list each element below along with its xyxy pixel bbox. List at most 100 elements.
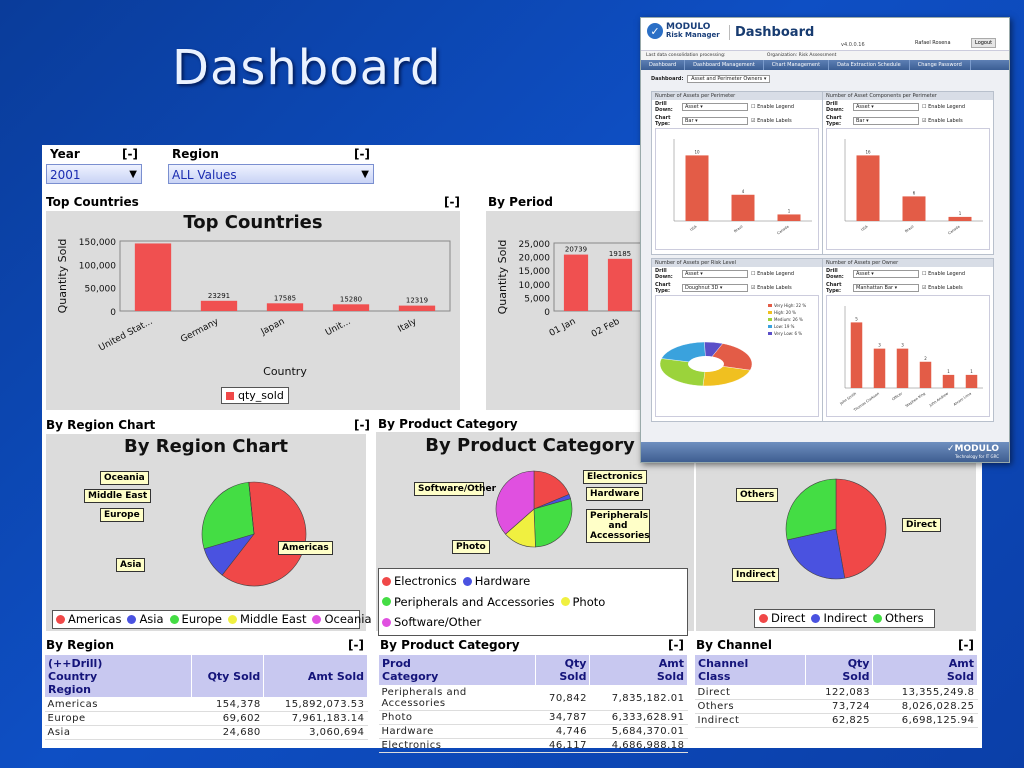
user-name: Rafael Rosena bbox=[915, 40, 951, 46]
y-tick-label: 0 bbox=[110, 308, 116, 318]
top-countries-collapse-toggle[interactable]: [-] bbox=[444, 195, 460, 209]
chart-type-select[interactable]: Bar ▾ bbox=[682, 117, 748, 125]
legend-label: Photo bbox=[572, 594, 606, 609]
drill-down-select[interactable]: Asset ▾ bbox=[853, 103, 919, 111]
table-row[interactable]: Photo 34,787 6,333,628.91 bbox=[378, 710, 688, 725]
column-header[interactable]: Amt Sold bbox=[263, 654, 368, 698]
enable-labels-checkbox[interactable]: ☑ Enable Labels bbox=[751, 118, 792, 124]
table-cell: Others bbox=[694, 699, 806, 714]
bar bbox=[398, 305, 436, 311]
channel-table-collapse-toggle[interactable]: [-] bbox=[958, 638, 974, 652]
region-collapse-toggle[interactable]: [-] bbox=[354, 147, 370, 161]
legend-label: Software/Other bbox=[394, 615, 482, 629]
panel-option-row: Drill Down: Asset ▾ ☐ Enable Legend bbox=[823, 267, 993, 281]
table-cell: 34,787 bbox=[535, 710, 590, 725]
product-table-body: Peripherals and Accessories 70,842 7,835,1… bbox=[378, 685, 688, 753]
status-bar: Last data consolidation processing: Orga… bbox=[641, 51, 1009, 60]
nav-tab[interactable]: Chart Management bbox=[764, 60, 830, 70]
top-countries-header: Top Countries [-] bbox=[42, 195, 464, 209]
enable-labels-checkbox[interactable]: ☑ Enable Labels bbox=[922, 285, 963, 291]
table-row[interactable]: Direct 122,083 13,355,249.8 bbox=[694, 685, 978, 700]
year-select[interactable]: 2001 ▼ bbox=[46, 164, 142, 184]
table-cell: 154,378 bbox=[191, 697, 264, 712]
table-row[interactable]: Others 73,724 8,026,028.25 bbox=[694, 699, 978, 714]
legend-dot-icon bbox=[228, 614, 237, 624]
table-cell: 3,060,694 bbox=[263, 725, 368, 740]
chart-type-select[interactable]: Bar ▾ bbox=[853, 117, 919, 125]
modulo-chart-svg: Very High: 22 % High: 20 % Medium: 26 % Low… bbox=[655, 295, 819, 417]
nav-tab[interactable]: Change Password bbox=[910, 60, 971, 70]
callout-indirect: Indirect bbox=[732, 568, 780, 582]
nav-tab[interactable]: Dashboard Management bbox=[685, 60, 764, 70]
legend-dot-icon bbox=[127, 614, 137, 624]
region-filter: Region [-] ALL Values ▼ bbox=[168, 147, 374, 184]
table-cell: 24,680 bbox=[191, 725, 264, 740]
nav-tab[interactable]: Dashboard bbox=[641, 60, 686, 70]
brand-name: MODULO bbox=[666, 22, 711, 32]
y-axis-label: Quantity Sold bbox=[56, 239, 69, 314]
option-label: Drill Down: bbox=[826, 101, 844, 113]
region-select[interactable]: ALL Values ▼ bbox=[168, 164, 374, 184]
table-row[interactable]: Americas 154,378 15,892,073.53 bbox=[44, 697, 368, 712]
column-header-label: Amt Sold bbox=[656, 657, 684, 683]
nav-tab[interactable]: Data Extraction Schedule bbox=[829, 60, 910, 70]
channel-table-section: By Channel [-] Channel Class Qty Sold Amt… bbox=[694, 638, 978, 728]
drill-down-select[interactable]: Asset ▾ bbox=[682, 103, 748, 111]
table-row[interactable]: Europe 69,602 7,961,183.14 bbox=[44, 711, 368, 726]
drill-down-select[interactable]: Asset ▾ bbox=[682, 270, 748, 278]
bar bbox=[200, 300, 238, 311]
enable-legend-checkbox[interactable]: ☐ Enable Legend bbox=[751, 271, 795, 277]
column-header[interactable]: Qty Sold bbox=[534, 654, 591, 686]
column-header[interactable]: Amt Sold bbox=[872, 654, 978, 686]
logout-button[interactable]: Logout bbox=[971, 38, 997, 48]
legend-dot-icon bbox=[382, 617, 391, 627]
enable-labels-checkbox[interactable]: ☑ Enable Labels bbox=[751, 285, 792, 291]
data-label: 16 bbox=[865, 149, 871, 154]
option-label: Chart Type: bbox=[826, 115, 842, 127]
data-label: 1 bbox=[970, 369, 973, 374]
enable-legend-checkbox[interactable]: ☐ Enable Legend bbox=[922, 271, 966, 277]
data-label: 4 bbox=[742, 189, 745, 194]
legend-swatch-icon bbox=[768, 318, 772, 321]
data-label: 6 bbox=[913, 190, 916, 195]
column-header[interactable]: (++Drill) Country Region bbox=[44, 654, 192, 698]
panel-caption: Number of Assets per Perimeter bbox=[652, 92, 822, 100]
legend-dot-icon bbox=[56, 614, 65, 624]
modulo-chart-svg: 10 USA 4 Brazil 1 Canada bbox=[655, 128, 819, 250]
column-header[interactable]: Channel Class bbox=[694, 654, 806, 686]
dashboard-select[interactable]: Asset and Perimeter Owners ▾ bbox=[687, 75, 771, 83]
product-table-collapse-toggle[interactable]: [-] bbox=[668, 638, 684, 652]
table-row[interactable]: Indirect 62,825 6,698,125.94 bbox=[694, 713, 978, 728]
region-table-collapse-toggle[interactable]: [-] bbox=[348, 638, 364, 652]
chart-type-select[interactable]: Manhattan Bar ▾ bbox=[853, 284, 919, 292]
column-header[interactable]: Prod Category bbox=[378, 654, 536, 686]
x-tick-label: 01 Jan bbox=[548, 317, 578, 339]
legend-label: Americas bbox=[68, 612, 122, 626]
chart-type-select[interactable]: Doughnut 3D ▾ bbox=[682, 284, 748, 292]
legend-label: Oceania bbox=[324, 612, 372, 626]
x-tick-label: USA bbox=[860, 224, 869, 232]
enable-legend-checkbox[interactable]: ☐ Enable Legend bbox=[922, 104, 966, 110]
legend-label: Middle East bbox=[240, 612, 307, 626]
region-table-section: By Region [-] (++Drill) Country Region Qt… bbox=[44, 638, 368, 740]
drill-down-select[interactable]: Asset ▾ bbox=[853, 270, 919, 278]
table-row[interactable]: Hardware 4,746 5,684,370.01 bbox=[378, 724, 688, 739]
column-header[interactable]: Qty Sold bbox=[804, 654, 874, 686]
table-row[interactable]: Peripherals and Accessories 70,842 7,835,1… bbox=[378, 685, 688, 711]
drill-link[interactable]: (++Drill) Country Region bbox=[48, 656, 103, 696]
channel-pie-chart: Others Direct Indirect Direct Indirect Oth… bbox=[696, 432, 976, 631]
table-cell: 5,684,370.01 bbox=[589, 724, 688, 739]
year-collapse-toggle[interactable]: [-] bbox=[122, 147, 138, 161]
bar bbox=[731, 194, 755, 221]
column-header[interactable]: Amt Sold bbox=[589, 654, 688, 686]
table-row[interactable]: Asia 24,680 3,060,694 bbox=[44, 725, 368, 740]
enable-labels-checkbox[interactable]: ☑ Enable Labels bbox=[922, 118, 963, 124]
table-row[interactable]: Electronics 46,117 4,686,988.18 bbox=[378, 738, 688, 753]
enable-legend-checkbox[interactable]: ☐ Enable Legend bbox=[751, 104, 795, 110]
bar bbox=[134, 243, 172, 311]
column-header[interactable]: Qty Sold bbox=[190, 654, 265, 698]
table-cell: Peripherals and Accessories bbox=[378, 685, 536, 711]
x-tick-label: United Stat... bbox=[97, 317, 154, 354]
region-chart-collapse-toggle[interactable]: [-] bbox=[354, 418, 370, 432]
